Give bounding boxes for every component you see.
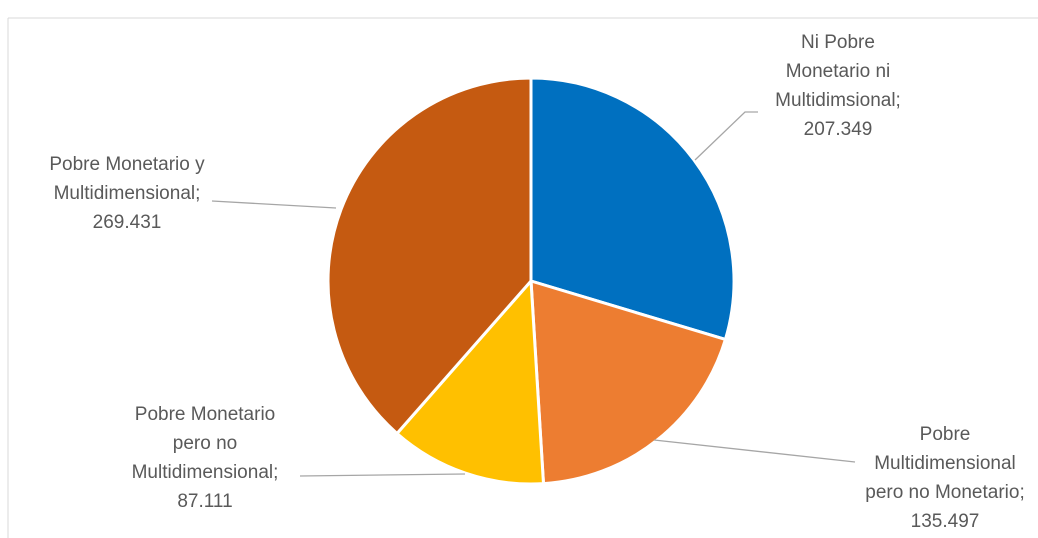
slice-label-4: Pobre Monetario y Multidimensional; 269.43… [49, 154, 205, 233]
slice-category-label: pero no Monetario; [865, 482, 1025, 503]
leader-line-3 [299, 473, 466, 477]
slice-value-label: 207.349 [804, 119, 873, 140]
slice-value-label: 269.431 [93, 212, 162, 233]
leader-line-4 [211, 200, 337, 209]
slice-labels: Ni Pobre Monetario ni Multidimsional; 207.3… [49, 32, 1024, 532]
pie-slices [326, 76, 736, 486]
slice-category-label: Ni Pobre [801, 32, 875, 53]
pie-slice-1 [529, 76, 736, 341]
slice-category-label: Pobre Monetario y [49, 154, 205, 175]
slice-category-label: Multidimensional; [54, 183, 201, 204]
slice-category-label: Multidimensional; [132, 462, 279, 483]
slice-label-3: Pobre Monetario pero no Multidimensional; 8… [132, 404, 279, 512]
slice-value-label: 87.111 [177, 491, 232, 512]
leader-line-1 [694, 111, 758, 161]
leader-line-2 [653, 439, 856, 463]
slice-category-label: Pobre Monetario [135, 404, 275, 425]
slice-category-label: Multidimsional; [775, 90, 901, 111]
pie-slice-3 [395, 279, 545, 486]
leader-lines [211, 111, 856, 477]
slice-category-label: Pobre [920, 424, 971, 445]
slice-label-1: Ni Pobre Monetario ni Multidimsional; 207.3… [775, 32, 901, 140]
slice-category-label: Monetario ni [786, 61, 891, 82]
slice-label-2: Pobre Multidimensional pero no Monetario; 1… [865, 424, 1025, 532]
slice-category-label: pero no [173, 433, 237, 454]
slice-category-label: Multidimensional [874, 453, 1016, 474]
slice-value-label: 135.497 [911, 511, 980, 532]
pie-slice-4 [326, 76, 533, 435]
